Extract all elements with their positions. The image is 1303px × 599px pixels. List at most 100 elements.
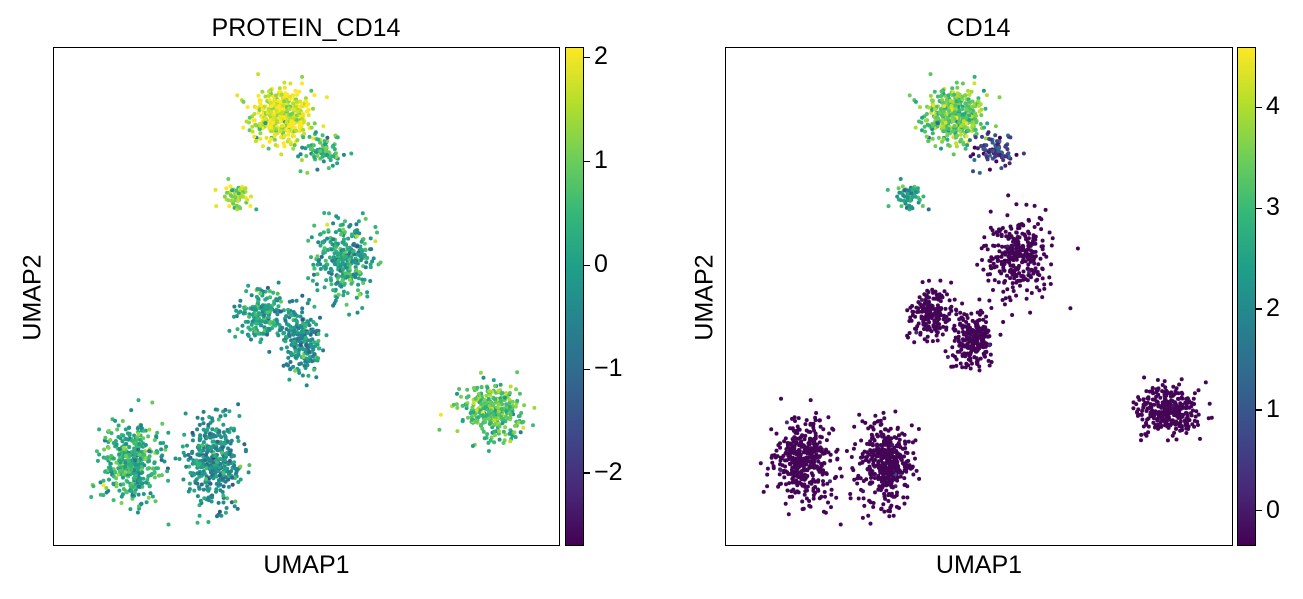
- umap-point: [1049, 243, 1054, 248]
- umap-point: [292, 329, 296, 334]
- umap-point: [992, 244, 997, 248]
- umap-point: [263, 116, 268, 121]
- umap-point: [935, 121, 940, 126]
- colorbar-tick-mark: [1256, 509, 1262, 512]
- umap-point: [1040, 244, 1045, 249]
- umap-point: [147, 427, 152, 432]
- umap-point: [911, 472, 916, 477]
- umap-point: [789, 467, 794, 472]
- umap-point: [369, 247, 374, 252]
- umap-point: [210, 439, 215, 444]
- umap-point: [288, 360, 293, 364]
- umap-point: [133, 448, 138, 453]
- umap-point: [1165, 438, 1170, 443]
- umap-point: [89, 495, 94, 499]
- umap-point: [282, 330, 287, 335]
- umap-point: [960, 112, 965, 117]
- umap-point: [327, 270, 331, 275]
- umap-point: [765, 466, 770, 471]
- umap-point: [97, 427, 102, 432]
- umap-point: [357, 270, 362, 275]
- umap-point: [983, 136, 988, 141]
- umap-point: [799, 434, 804, 439]
- umap-point: [867, 481, 872, 486]
- umap-point: [230, 453, 235, 458]
- umap-point: [217, 473, 222, 478]
- umap-point: [950, 119, 955, 124]
- umap-point: [237, 187, 242, 192]
- umap-point: [994, 159, 999, 164]
- umap-point: [977, 335, 982, 340]
- umap-point: [302, 131, 307, 136]
- umap-point: [765, 484, 770, 489]
- umap-point: [1032, 256, 1037, 261]
- umap-point: [532, 405, 537, 410]
- umap-point: [1021, 151, 1026, 156]
- umap-point: [794, 436, 798, 441]
- umap-point: [1014, 230, 1019, 235]
- umap-point: [1193, 414, 1198, 419]
- umap-point: [310, 278, 315, 283]
- umap-point: [312, 304, 317, 309]
- umap-point: [876, 474, 881, 478]
- umap-point: [315, 328, 319, 333]
- umap-point: [517, 391, 522, 396]
- umap-point: [939, 146, 943, 151]
- umap-point: [941, 129, 946, 134]
- umap-point: [166, 478, 171, 483]
- umap-point: [101, 483, 106, 488]
- umap-point: [931, 290, 935, 295]
- umap-point: [984, 155, 989, 160]
- umap-point: [202, 458, 207, 463]
- umap-point: [819, 462, 824, 466]
- umap-point: [235, 435, 240, 440]
- umap-point: [107, 477, 111, 482]
- colorbar-tick-label: 2: [1266, 294, 1280, 323]
- umap-point: [232, 463, 237, 468]
- umap-point: [797, 448, 802, 453]
- umap-point: [356, 276, 361, 281]
- umap-point: [977, 109, 982, 114]
- umap-point: [327, 211, 331, 216]
- umap-point: [486, 416, 491, 421]
- umap-point: [332, 251, 337, 256]
- umap-point: [498, 382, 503, 387]
- umap-point: [224, 186, 229, 191]
- umap-point: [943, 320, 948, 325]
- umap-point: [219, 457, 224, 462]
- umap-point: [311, 143, 316, 148]
- umap-point: [487, 389, 492, 394]
- umap-point: [210, 416, 214, 421]
- umap-point: [795, 461, 800, 466]
- umap-point: [235, 93, 240, 98]
- umap-point: [298, 169, 303, 174]
- umap-point: [1142, 375, 1147, 380]
- umap-point: [927, 278, 931, 283]
- umap-point: [507, 397, 512, 402]
- umap-point: [1186, 426, 1190, 431]
- umap-point: [827, 431, 832, 436]
- umap-point: [508, 412, 513, 417]
- umap-point: [98, 480, 103, 485]
- umap-point: [945, 137, 950, 142]
- umap-point: [787, 457, 791, 461]
- umap-point: [826, 415, 831, 420]
- umap-point: [246, 283, 251, 288]
- umap-point: [244, 289, 249, 294]
- umap-point: [834, 495, 839, 500]
- umap-point: [496, 429, 501, 434]
- umap-point: [821, 427, 826, 432]
- umap-point: [373, 239, 378, 244]
- umap-point: [1026, 273, 1031, 278]
- umap-point: [221, 493, 226, 498]
- umap-point: [1007, 154, 1011, 159]
- umap-point: [159, 447, 164, 452]
- umap-point: [1183, 411, 1188, 415]
- umap-point: [484, 393, 489, 398]
- umap-point: [226, 177, 231, 181]
- umap-point: [254, 105, 259, 110]
- umap-point: [135, 510, 140, 515]
- umap-point: [316, 259, 321, 263]
- umap-point: [353, 272, 358, 277]
- umap-point: [141, 428, 146, 433]
